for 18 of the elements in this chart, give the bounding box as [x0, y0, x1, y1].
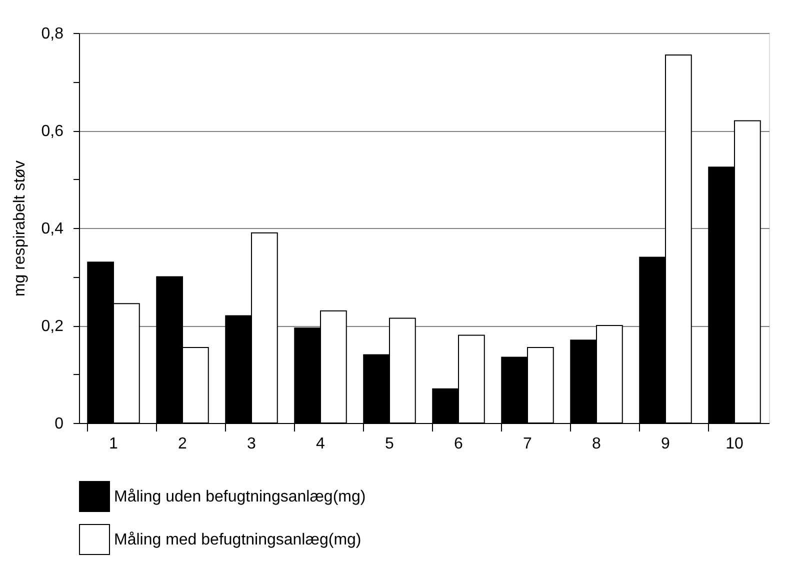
x-tick-label: 8	[592, 436, 602, 452]
x-tick-label: 5	[385, 436, 394, 452]
x-tick-label: 6	[454, 436, 464, 452]
x-tick-label: 1	[109, 436, 118, 452]
x-tick-label: 7	[523, 436, 532, 452]
x-tick-label: 9	[661, 436, 670, 452]
y-tick-label: 0,4	[41, 220, 64, 238]
x-tick-label: 3	[247, 436, 256, 452]
legend-label: Måling med befugtningsanlæg(mg)	[114, 532, 362, 548]
x-tick-label: 2	[178, 436, 188, 452]
y-tick-label: 0	[54, 416, 64, 432]
y-tick-label: 0,6	[41, 123, 64, 140]
x-tick-label: 4	[316, 436, 326, 452]
y-axis-title: mg respirabelt støv	[11, 160, 28, 297]
y-tick-label: 0,2	[41, 318, 64, 335]
legend-label: Måling uden befugtningsanlæg(mg)	[114, 488, 366, 506]
x-tick-label: 10	[726, 436, 744, 452]
y-tick-label: 0,8	[41, 26, 64, 42]
